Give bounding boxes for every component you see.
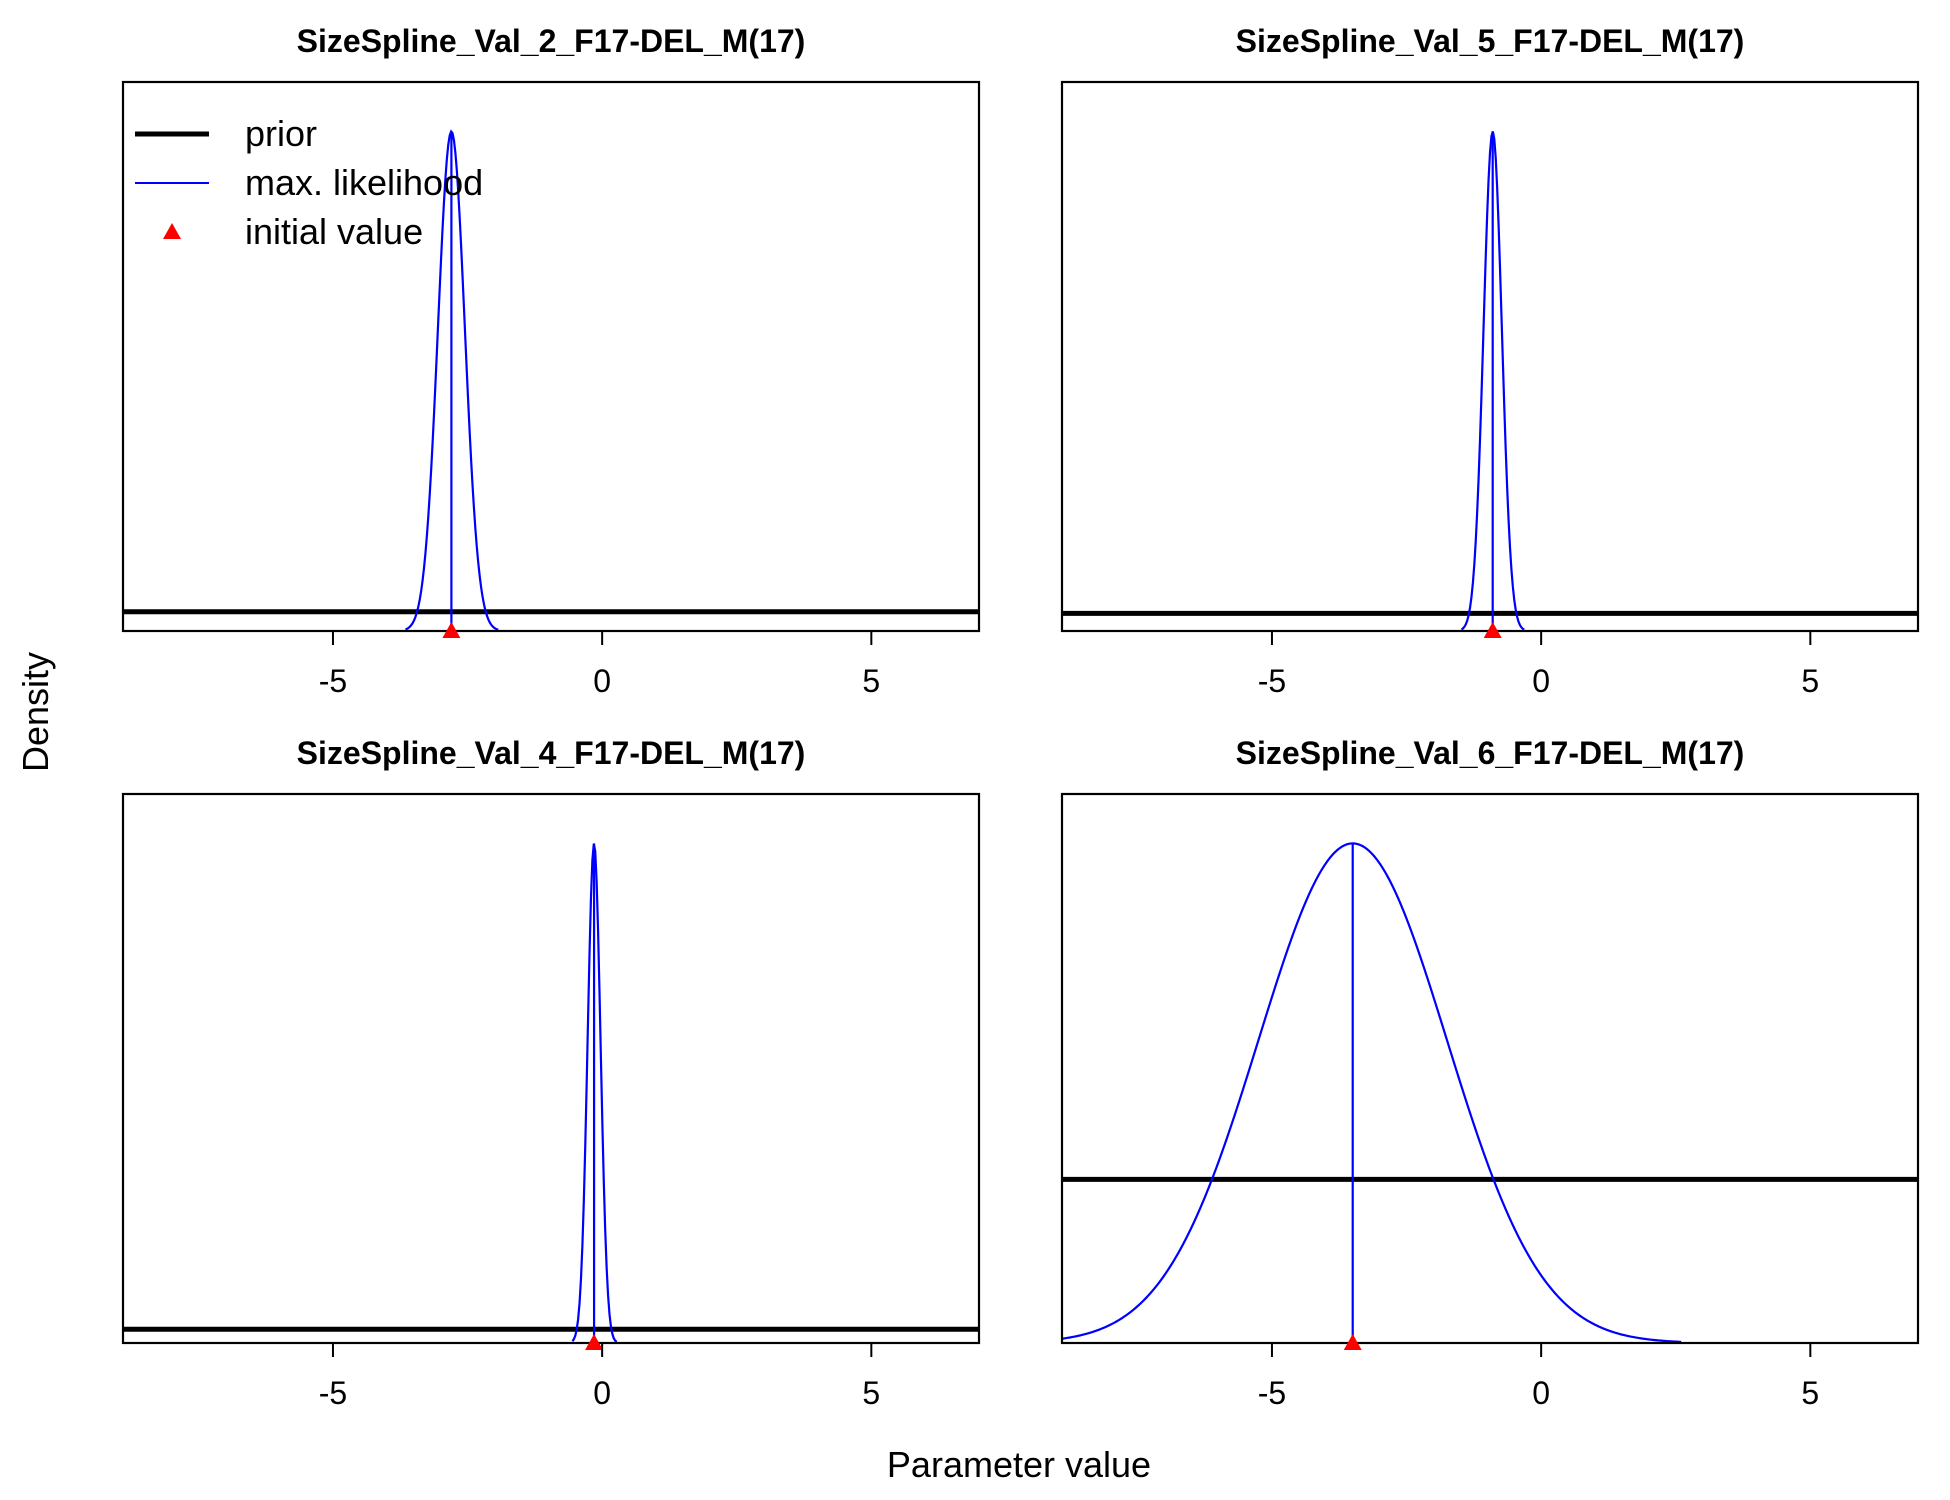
plot-area [123,129,979,631]
x-tick-label: 0 [1532,1375,1550,1411]
legend-label: max. likelihood [245,162,483,203]
panel-1: SizeSpline_Val_2_F17-DEL_M(17) -5 0 5 [121,23,981,699]
panel-title: SizeSpline_Val_2_F17-DEL_M(17) [297,23,806,59]
legend-swatch [163,223,181,239]
initial-value-marker [1343,1334,1362,1350]
x-tick-label: 5 [1801,1375,1819,1411]
x-tick-label: -5 [1258,1375,1286,1411]
x-tick-label: -5 [319,663,347,699]
panel-title: SizeSpline_Val_4_F17-DEL_M(17) [297,735,806,771]
panel-frame [121,792,981,1345]
plot-area [1062,131,1918,631]
y-axis-label: Density [15,652,56,772]
initial-value-marker [1483,622,1502,638]
panel-frame [121,80,981,633]
x-tick-label: -5 [1258,663,1286,699]
legend-item: initial value [163,211,423,252]
panel-2: SizeSpline_Val_5_F17-DEL_M(17) -5 0 5 [1060,23,1920,699]
legend-item: prior [135,113,317,154]
panels: SizeSpline_Val_2_F17-DEL_M(17)-5 0 5SizeSp… [121,23,1920,1411]
panel-3: SizeSpline_Val_4_F17-DEL_M(17) -5 0 5 [121,735,981,1411]
x-tick-label: 5 [862,663,880,699]
x-tick-label: -5 [319,1375,347,1411]
x-tick-label: 0 [593,1375,611,1411]
legend-item: max. likelihood [135,162,483,203]
initial-value-marker [442,622,461,638]
panel-title: SizeSpline_Val_5_F17-DEL_M(17) [1236,23,1745,59]
panel-frame [1060,792,1920,1345]
x-axis-label: Parameter value [887,1444,1151,1485]
legend-label: initial value [245,211,423,252]
plot-area [1062,842,1918,1343]
x-tick-label: 5 [862,1375,880,1411]
x-tick-label: 0 [593,663,611,699]
panel-title: SizeSpline_Val_6_F17-DEL_M(17) [1236,735,1745,771]
x-tick-label: 5 [1801,663,1819,699]
plot-area [123,843,979,1343]
x-tick-label: 0 [1532,663,1550,699]
mle-curve [1062,842,1682,1343]
legend: prior max. likelihood initial value [135,113,483,252]
initial-value-marker [585,1334,604,1350]
legend-label: prior [245,113,317,154]
panel-4: SizeSpline_Val_6_F17-DEL_M(17) -5 0 5 [1060,735,1920,1411]
